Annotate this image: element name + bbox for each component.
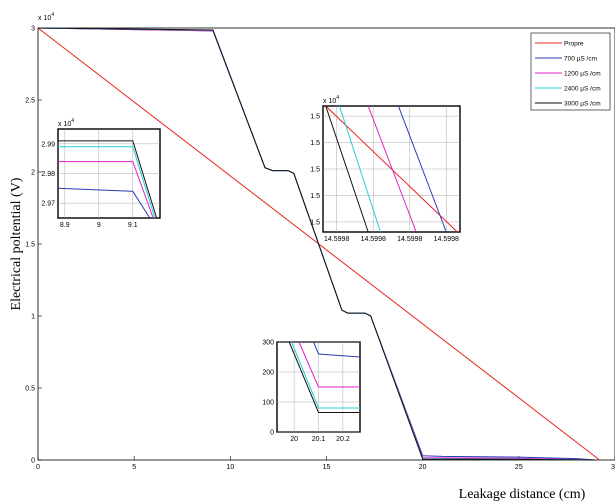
legend: Propre 700 µS /cm 1200 µS /cm 2400 µS /cm 30… [530,32,611,111]
inset-series-line [313,341,361,358]
main-series [37,27,600,461]
inset-top-right: x 104 14.5998 14.5998 14.5998 14.5998 1.5 1.5 1… [310,95,461,243]
y-tick-label: 1 [31,314,35,321]
inset-x-tick-label: 14.5998 [361,236,386,243]
inset-y-tick-label: 2.98 [41,171,55,178]
inset-series-line [397,105,447,233]
inset-y-tick-label: 2.99 [41,141,55,148]
inset-x-tick-label: 20.2 [336,436,350,443]
inset-series-line [325,105,369,233]
legend-label: 700 µS /cm [564,55,597,62]
inset-series-line [298,341,360,388]
inset-series-line [325,105,458,233]
x-tick-label: 25 [515,464,523,471]
inset-series-line [338,105,381,233]
inset-y-tick-label: 1.5 [310,114,320,121]
inset-y-tick-label: 100 [262,400,274,407]
main-y-exponent: x 104 [38,12,54,22]
inset-x-tick-label: 8.9 [60,222,70,229]
inset-series-line [58,140,158,219]
x-axis-label: Leakage distance (cm) [459,487,586,502]
inset-y-tick-label: 0 [270,430,274,437]
inset-y-tick-label: 1.5 [310,193,320,200]
y-tick-label: 0.5 [25,386,35,393]
y-tick-label: 1.5 [25,242,35,249]
legend-label: 3000 µS /cm [564,100,601,107]
inset-x-tick-label: 14.5998 [397,236,422,243]
x-tick-label: 10 [226,464,234,471]
legend-label: 2400 µS /cm [564,85,601,92]
x-tick-label: 20 [419,464,427,471]
inset-top-left: x 104 8.9 9 9.1 2.97 2.98 2.99 [41,118,161,229]
inset-y-tick-label: 2.97 [41,201,55,208]
y-tick-label: 2 [31,170,35,177]
inset-series-line [367,105,417,233]
inset-y-tick-label: 300 [262,340,274,347]
inset-y-tick-label: 1.5 [310,140,320,147]
inset-y-tick-label: 1.5 [310,219,320,226]
inset-x-tick-label: 9.1 [128,222,138,229]
inset-x-tick-label: 20.1 [312,436,326,443]
series-line [37,27,596,461]
inset-y-tick-label: 200 [262,370,274,377]
y-tick-label: 0 [31,458,35,465]
main-ticks: 05101520253000.511.522.53 [25,26,615,471]
inset-x-tick-label: 9 [97,222,101,229]
x-tick-label: 0 [36,464,40,471]
inset-x-tick-label: 14.5998 [324,236,349,243]
inset-series-line [58,146,156,219]
y-tick-label: 3 [31,26,35,33]
inset-series-line [58,161,154,219]
inset-x-tick-label: 20 [290,436,298,443]
inset-series-line [288,341,360,413]
inset-y-exponent: x 104 [323,95,339,105]
legend-label: Propre [564,40,584,47]
inset-series-line [57,187,151,219]
x-tick-label: 30 [611,464,615,471]
inset-bottom: 20 20.1 20.2 0 100 200 300 [262,340,361,443]
y-tick-label: 2.5 [25,98,35,105]
inset-y-tick-label: 1.5 [310,167,320,174]
legend-box [530,32,611,111]
x-tick-label: 5 [132,464,136,471]
legend-label: 1200 µS /cm [564,70,601,77]
x-tick-label: 15 [323,464,331,471]
inset-series-line [291,341,360,409]
y-axis-label: Electrical poltential (V) [9,177,24,310]
inset-y-exponent: x 104 [58,118,74,128]
inset-x-tick-label: 14.5998 [434,236,459,243]
